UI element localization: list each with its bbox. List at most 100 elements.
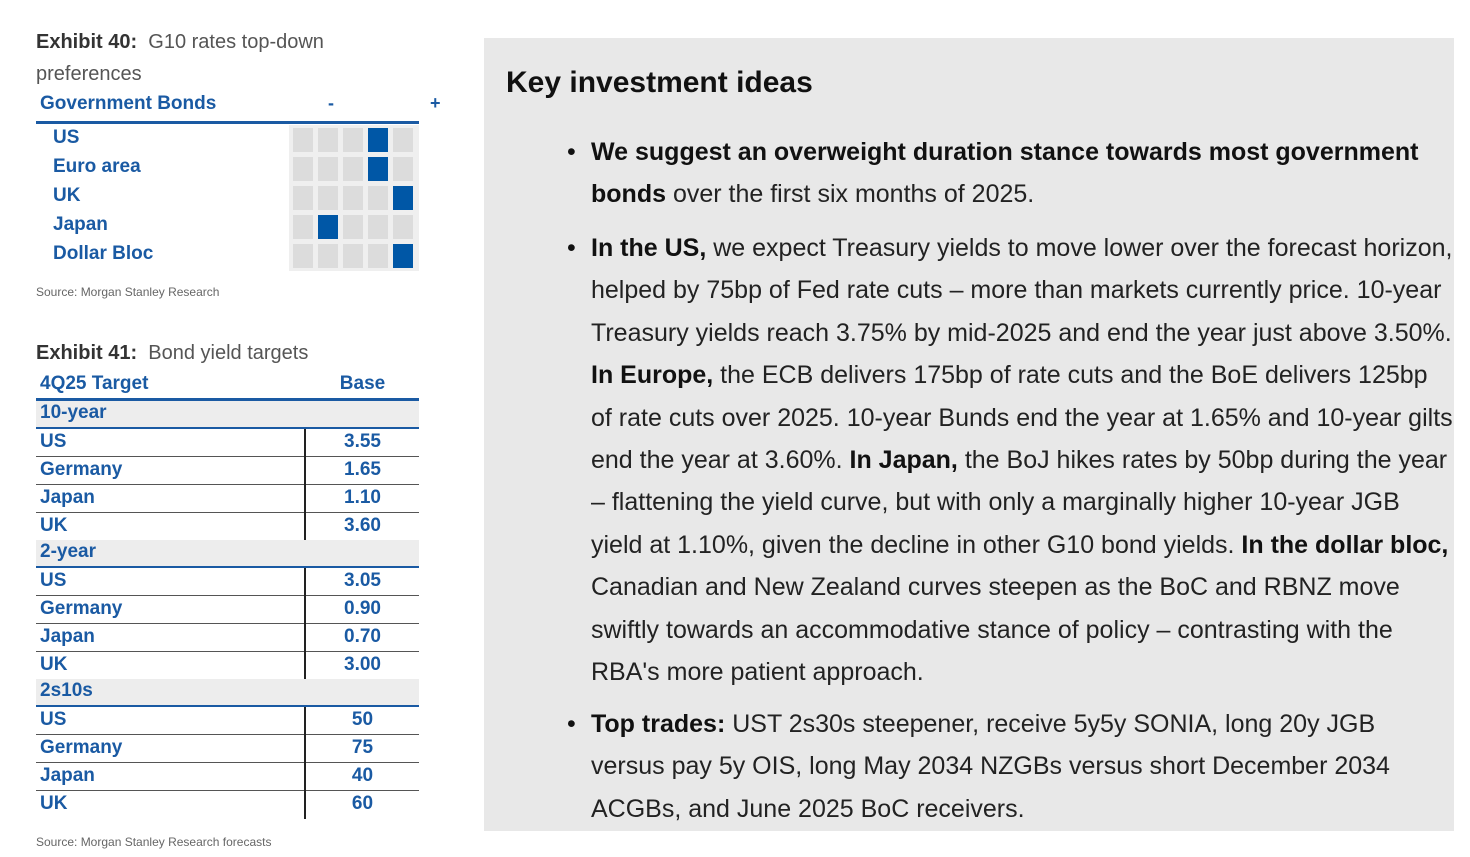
preference-marker [368,128,388,152]
exhibit-40-source: Source: Morgan Stanley Research [36,285,220,299]
preference-cell [318,186,338,210]
value-cell: 50 [351,709,374,730]
value-cell: 3.05 [344,570,381,591]
exhibit-40-header: Government Bonds - + [36,93,441,124]
column-divider [304,624,306,652]
country-cell: Germany [40,459,123,480]
preference-row [289,183,419,212]
value-cell: 0.90 [344,598,381,619]
bullet-text: the ECB delivers 175bp of rate cuts and … [591,361,1453,475]
preference-cell [293,186,313,210]
column-divider [304,652,306,680]
table-row: Japan 0.70 [36,624,419,652]
table-section-header: 10-year [36,401,419,429]
value-cell: 0.70 [344,626,381,647]
preference-row-label: Dollar Bloc [53,243,154,264]
preference-cell [343,157,363,181]
country-cell: US [40,431,67,452]
country-cell: UK [40,515,68,536]
exhibit-41-title: Exhibit 41: Bond yield targets [36,337,308,369]
value-cell: 60 [351,793,374,814]
bullet-text: the BoJ hikes rates by 50bp during the y… [591,446,1448,559]
key-investment-ideas-panel: Key investment ideas We suggest an overw… [484,38,1454,831]
bullet-emphasis: In Europe, [591,361,714,390]
target-column-header: 4Q25 Target [40,373,149,394]
country-cell: US [40,709,67,730]
value-cell: 75 [351,737,374,758]
column-divider [304,485,306,513]
plus-label: + [430,93,441,113]
preference-cell [343,215,363,239]
column-divider [304,429,306,457]
country-cell: Japan [40,765,95,786]
table-body: 10-year US 3.55 Germany 1.65 Japan 1.10 UK 3.60 2… [36,401,419,819]
column-divider [304,791,306,819]
table-row: UK 3.00 [36,652,419,680]
table-header: 4Q25 Target Base [36,371,419,401]
bullet-text: over the first six months of 2025. [666,180,1035,209]
preference-marker [368,157,388,181]
table-row: Germany 75 [36,735,419,763]
column-divider [304,763,306,791]
preference-cell [293,157,313,181]
preference-row [289,125,419,154]
preference-cell [343,186,363,210]
preference-cell [318,157,338,181]
preference-cell [343,128,363,152]
exhibit-41-label: Exhibit 41: [36,342,138,364]
bullet-emphasis: In Japan, [849,446,958,475]
preference-cell [293,215,313,239]
exhibit-41-caption: Bond yield targets [148,342,309,364]
column-divider [304,735,306,763]
bullet-duration-stance: We suggest an overweight duration stance… [567,131,1453,216]
exhibit-40-title: Exhibit 40: G10 rates top-down preferenc… [36,26,356,90]
minus-label: - [328,93,334,113]
exhibit-40-caption: G10 rates top-down preferences [36,31,324,85]
preference-cell [368,244,388,268]
country-cell: Germany [40,598,123,619]
table-section-header: 2-year [36,540,419,568]
country-cell: Japan [40,626,95,647]
table-row: US 3.55 [36,429,419,457]
preference-row-label: UK [53,185,81,206]
section-label: 2-year [40,541,96,562]
preference-marker [318,215,338,239]
table-row: UK 3.60 [36,513,419,541]
bullet-emphasis: We suggest an overweight duration stance… [591,138,1419,209]
preference-cell [393,215,413,239]
value-cell: 3.55 [344,431,381,452]
section-label: 2s10s [40,680,93,701]
preference-cell [318,128,338,152]
country-cell: Germany [40,737,123,758]
table-row: UK 60 [36,791,419,819]
table-row: Germany 1.65 [36,457,419,485]
value-cell: 3.00 [344,654,381,675]
bond-yield-targets-table: 4Q25 Target Base 10-year US 3.55 Germany 1.6… [36,371,419,819]
preference-cell [393,128,413,152]
bullet-text: UST 2s30s steepener, receive 5y5y SONIA,… [591,710,1390,823]
country-cell: UK [40,654,68,675]
preference-row [289,241,419,270]
country-cell: US [40,570,67,591]
bullet-regional-outlook: In the US, we expect Treasury yields to … [567,227,1453,693]
country-cell: Japan [40,487,95,508]
preference-cell [393,157,413,181]
preference-cell [343,244,363,268]
table-row: Japan 1.10 [36,485,419,513]
column-divider [304,596,306,624]
table-row: US 50 [36,707,419,735]
value-cell: 1.65 [344,459,381,480]
panel-heading: Key investment ideas [506,66,813,99]
bullet-top-trades: Top trades: UST 2s30s steepener, receive… [567,703,1453,830]
table-row: Germany 0.90 [36,596,419,624]
bullet-text: Canadian and New Zealand curves steepen … [591,573,1400,687]
bullet-text: we expect Treasury yields to move lower … [591,234,1453,347]
bullet-emphasis: Top trades: [591,710,726,738]
preference-cell [293,128,313,152]
preference-cell [318,244,338,268]
preference-cell [368,186,388,210]
table-section-header: 2s10s [36,679,419,707]
value-cell: 1.10 [344,487,381,508]
bullet-emphasis: In the dollar bloc, [1241,530,1449,559]
column-divider [304,568,306,596]
